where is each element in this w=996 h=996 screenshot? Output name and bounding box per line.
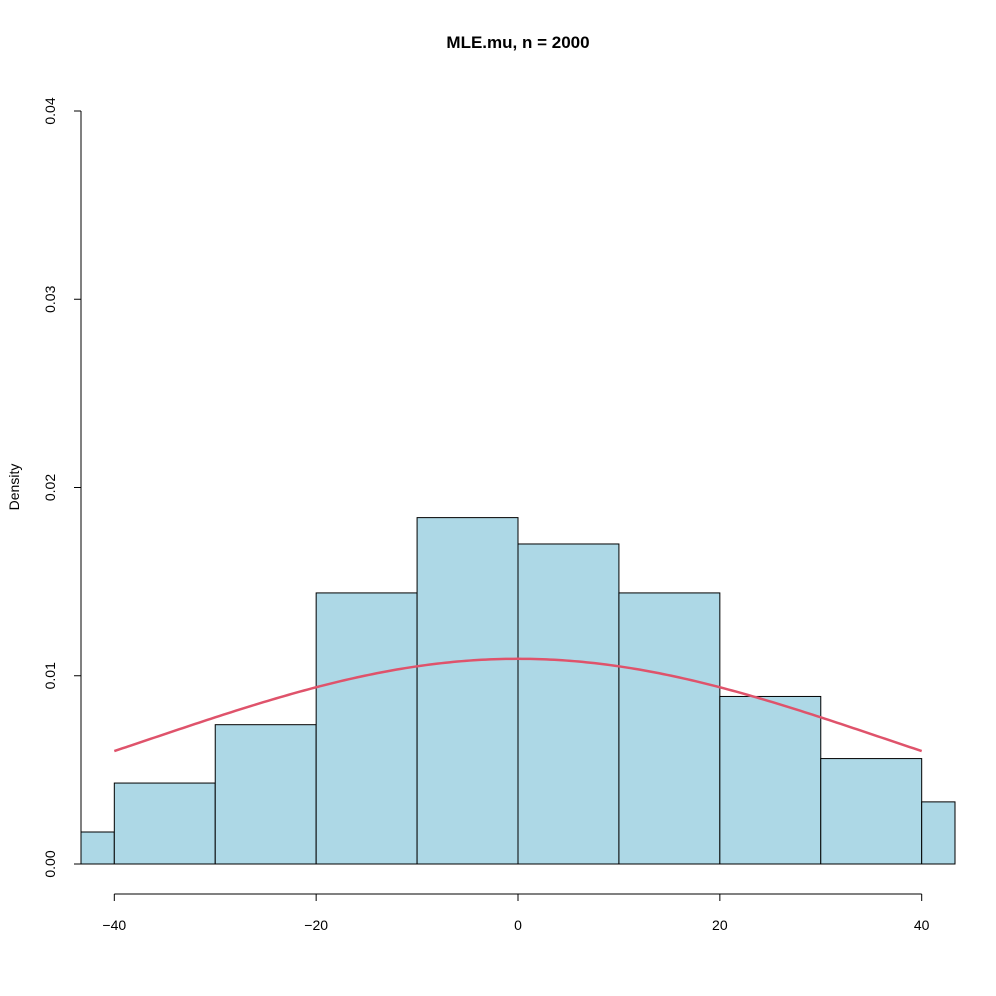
histogram-bar	[416, 517, 519, 865]
histogram-bar	[214, 724, 317, 865]
y-tick-label: 0.04	[42, 97, 58, 124]
histogram-bar	[719, 695, 822, 865]
x-tick-label: 20	[712, 917, 728, 933]
y-tick-label: 0.03	[42, 285, 58, 312]
histogram-bar	[315, 592, 418, 865]
histogram-bar	[820, 758, 923, 865]
x-tick-label: −40	[102, 917, 126, 933]
histogram-bar	[113, 782, 216, 865]
y-tick-label: 0.00	[42, 850, 58, 877]
histogram-bar	[921, 801, 956, 865]
histogram-bars	[80, 517, 956, 865]
y-axis-label: Density	[6, 464, 22, 511]
y-axis: 0.00 0.01 0.02 0.03 0.04	[42, 97, 82, 878]
y-tick-label: 0.02	[42, 474, 58, 501]
histogram-bar	[517, 543, 620, 865]
histogram-bar	[80, 831, 115, 865]
x-tick-label: 0	[514, 917, 522, 933]
x-tick-label: −20	[304, 917, 328, 933]
x-tick-label: 40	[914, 917, 930, 933]
x-axis: −40 −20 0 20 40	[102, 893, 930, 933]
histogram-bar	[618, 592, 721, 865]
chart-title: MLE.mu, n = 2000	[446, 33, 589, 52]
y-tick-label: 0.01	[42, 662, 58, 689]
normal-density-curve	[113, 657, 923, 753]
